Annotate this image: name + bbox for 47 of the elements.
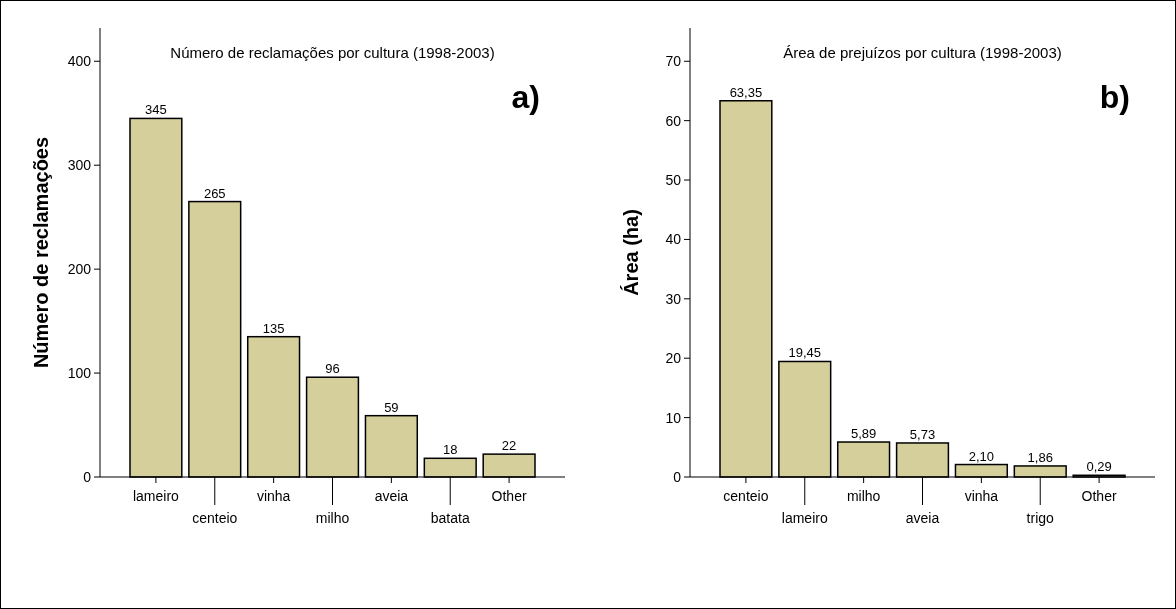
y-tick-label: 100	[67, 365, 92, 382]
x-tick-label: aveia	[374, 488, 409, 504]
data-label: 59	[384, 399, 399, 415]
y-tick-label: 20	[665, 350, 682, 367]
y-tick-label: 60	[665, 112, 682, 129]
data-label: 5,89	[850, 426, 877, 442]
x-tick-label: aveia	[905, 510, 940, 526]
y-tick-label: 40	[665, 231, 682, 248]
y-tick-label: 30	[665, 290, 682, 307]
y-axis-title: Número de reclamações	[30, 136, 52, 369]
x-tick-label: lameiro	[781, 510, 828, 526]
text: Número de reclamações por cultura (1998-2003)	[170, 44, 495, 61]
data-label: 63,35	[729, 84, 763, 100]
y-axis-title: Área (ha)	[620, 209, 642, 296]
data-label: 19,45	[788, 345, 822, 361]
x-tick-label: milho	[315, 510, 350, 526]
y-tick-label: 300	[67, 157, 92, 174]
annotation: a)	[511, 79, 540, 115]
y-tick-label: 0	[673, 469, 682, 485]
annotation: b)	[1099, 79, 1130, 115]
data-label: 345	[145, 102, 167, 118]
data-label: 1,86	[1027, 449, 1053, 465]
x-tick-label: lameiro	[132, 488, 180, 504]
data-label: 96	[325, 361, 340, 377]
data-label: 5,73	[909, 426, 936, 442]
data-label: 2,10	[968, 448, 995, 464]
data-label: 0,29	[1086, 459, 1112, 475]
data-label: 18	[443, 442, 458, 458]
x-tick-label: Other	[1081, 488, 1117, 504]
data-label: 135	[262, 320, 285, 336]
y-tick-label: 200	[67, 261, 92, 278]
x-tick-label: trigo	[1026, 510, 1055, 526]
y-tick-label: 50	[665, 172, 682, 189]
x-tick-label: centeio	[723, 488, 769, 504]
y-tick-label: 0	[83, 469, 92, 485]
data-label: 265	[203, 185, 226, 201]
y-tick-label: 70	[665, 53, 682, 70]
x-tick-label: Other	[491, 488, 527, 504]
x-tick-label: centeio	[192, 510, 238, 526]
x-tick-label: milho	[846, 488, 881, 504]
y-tick-label: 400	[67, 53, 92, 70]
y-tick-label: 10	[665, 409, 682, 426]
x-tick-label: vinha	[256, 488, 291, 504]
data-label: 22	[501, 438, 517, 454]
x-tick-label: vinha	[964, 488, 999, 504]
x-tick-label: batata	[430, 510, 470, 526]
text: Área de prejuízos por cultura (1998-2003)	[783, 44, 1062, 61]
